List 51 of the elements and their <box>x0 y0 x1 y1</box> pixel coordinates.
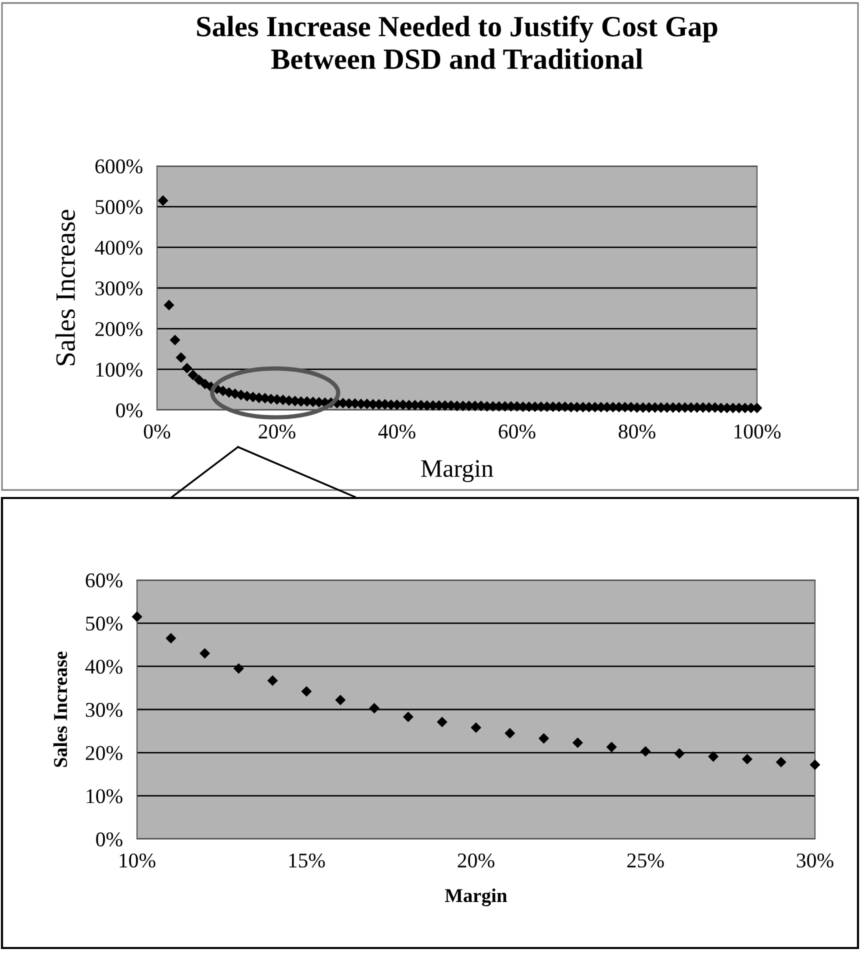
y-tick-label: 200% <box>95 322 142 336</box>
point <box>166 633 176 644</box>
point <box>606 742 617 752</box>
point <box>742 754 752 764</box>
point <box>436 716 448 728</box>
y-tick-label: 10% <box>86 789 122 804</box>
x-tick-label: 10% <box>120 853 156 868</box>
point <box>572 737 583 748</box>
point <box>267 675 278 686</box>
x-tick-label: 20% <box>258 424 296 439</box>
x-tick-label: 30% <box>796 853 834 868</box>
y-tick-label: 0% <box>116 403 142 418</box>
point <box>470 722 482 733</box>
x-axis-title: Margin <box>421 460 494 482</box>
x-tick-label: 100% <box>734 424 781 439</box>
x-tick-label: 60% <box>498 424 536 439</box>
y-tick-label: 300% <box>96 281 142 296</box>
y-tick-label: 500% <box>96 200 142 214</box>
point <box>369 702 380 714</box>
point <box>132 611 142 622</box>
x-tick-label: 40% <box>378 424 416 439</box>
point <box>233 663 244 674</box>
point <box>301 686 312 697</box>
y-tick-label: 100% <box>96 362 142 377</box>
y-tick-label: 50% <box>86 616 122 631</box>
y-tick-label: 0% <box>96 832 122 846</box>
point <box>708 751 719 762</box>
y-tick-label: 60% <box>86 573 122 588</box>
x-tick-label: 15% <box>289 853 325 868</box>
point <box>538 733 550 744</box>
y-axis-title: Sales Increase <box>53 652 68 767</box>
point <box>335 694 346 706</box>
point <box>674 748 685 759</box>
point <box>504 728 516 739</box>
x-tick-label: 80% <box>618 424 656 439</box>
y-axis-title: Sales Increase <box>55 210 75 366</box>
point <box>640 746 651 757</box>
y-tick-label: 600% <box>95 159 142 174</box>
y-tick-label: 20% <box>86 746 122 760</box>
x-tick-label: 20% <box>458 853 494 868</box>
y-tick-label: 30% <box>86 702 122 717</box>
point <box>200 648 210 659</box>
x-tick-label: 0% <box>144 424 170 439</box>
chart-title: Sales Increase Needed to Justify Cost Gap Between DSD and Traditional <box>197 16 718 70</box>
point <box>776 756 786 768</box>
point <box>810 759 820 770</box>
y-tick-label: 400% <box>94 240 142 255</box>
point <box>402 712 414 722</box>
x-axis-title: Margin <box>445 888 508 906</box>
x-tick-label: 25% <box>627 853 664 868</box>
y-tick-label: 40% <box>85 660 122 674</box>
